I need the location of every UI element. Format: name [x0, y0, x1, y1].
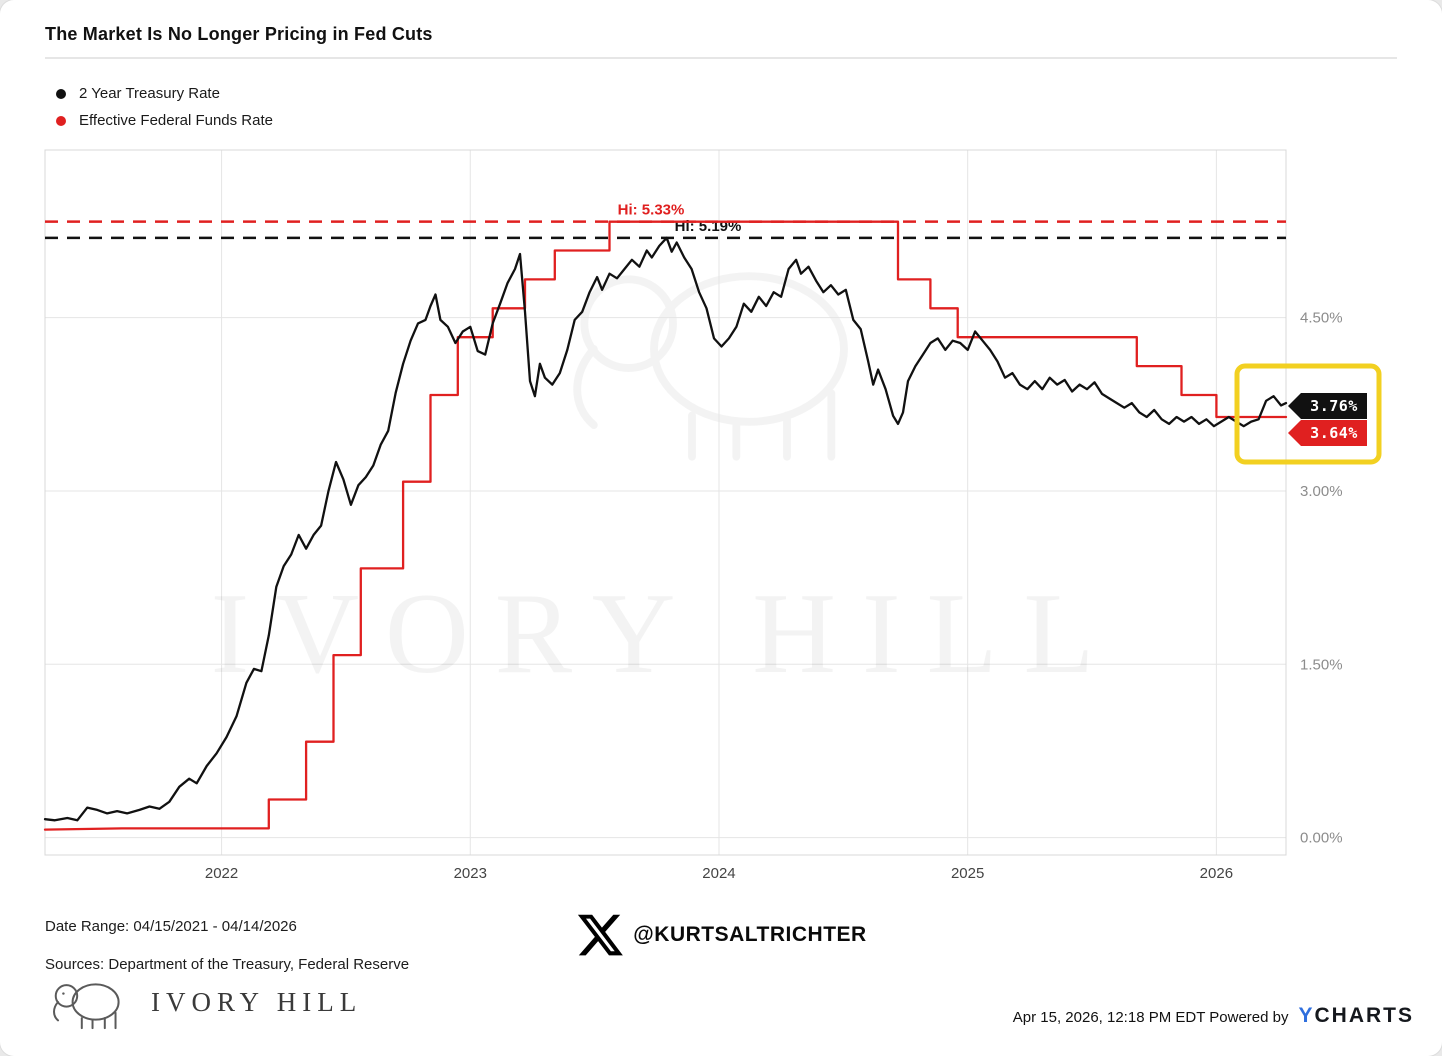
- series-line-effective-federal-funds-rate: [43, 220, 1288, 831]
- date-range: Date Range: 04/15/2021 - 04/14/2026: [45, 918, 297, 935]
- y-tick-label: 0.00%: [1300, 830, 1343, 847]
- ycharts-y-mark: Y: [1298, 1004, 1315, 1027]
- legend-label-effr: Effective Federal Funds Rate: [79, 112, 273, 129]
- legend-item-effr: Effective Federal Funds Rate: [56, 112, 273, 129]
- social-handle: @KURTSALTRICHTER: [575, 910, 866, 960]
- highlight-box: [1234, 363, 1382, 465]
- x-logo-icon: [577, 914, 623, 956]
- series-line-2-year-treasury-rate: [43, 236, 1288, 822]
- elephant-logo-icon: [53, 983, 120, 1030]
- title-divider: [45, 57, 1397, 59]
- legend: 2 Year Treasury Rate Effective Federal F…: [56, 85, 273, 139]
- brand-logo: IVORY HILL: [45, 974, 362, 1030]
- hi-line-label-1: Hi: 5.19%: [675, 218, 742, 235]
- end-value-flag-1: [1288, 420, 1367, 446]
- plot-border: [44, 149, 1287, 856]
- sources: Sources: Department of the Treasury, Fed…: [45, 956, 410, 973]
- end-value-flag-0: [1288, 393, 1367, 419]
- x-tick-label: 2023: [454, 865, 487, 882]
- legend-dot-black: [56, 88, 66, 99]
- timestamp: Apr 15, 2026, 12:18 PM EDT Powered by YC…: [1013, 1004, 1414, 1028]
- end-value-label-0: 3.76%: [1310, 397, 1358, 415]
- y-tick-label: 1.50%: [1300, 656, 1343, 673]
- handle-text: @KURTSALTRICHTER: [633, 923, 867, 946]
- x-tick-label: 2026: [1200, 865, 1233, 882]
- legend-dot-red: [56, 115, 66, 126]
- page-title: The Market Is No Longer Pricing in Fed C…: [45, 24, 433, 44]
- elephant-watermark-icon: [573, 272, 848, 461]
- y-tick-label: 3.00%: [1300, 483, 1343, 500]
- legend-item-treasury: 2 Year Treasury Rate: [56, 85, 273, 102]
- watermark-text: IVORY HILL: [211, 570, 1121, 698]
- y-tick-label: 4.50%: [1300, 310, 1343, 327]
- brand-name: IVORY HILL: [151, 986, 363, 1017]
- hi-line-label-0: Hi: 5.33%: [618, 202, 685, 219]
- legend-label-treasury: 2 Year Treasury Rate: [79, 85, 220, 102]
- x-tick-label: 2024: [702, 865, 735, 882]
- x-tick-label: 2022: [205, 865, 238, 882]
- ycharts-logo: YCHARTS: [1298, 1004, 1414, 1028]
- ycharts-name: CHARTS: [1314, 1004, 1414, 1027]
- end-value-label-1: 3.64%: [1310, 424, 1358, 442]
- timestamp-text: Apr 15, 2026, 12:18 PM EDT Powered by: [1012, 1009, 1289, 1026]
- x-tick-label: 2025: [951, 865, 984, 882]
